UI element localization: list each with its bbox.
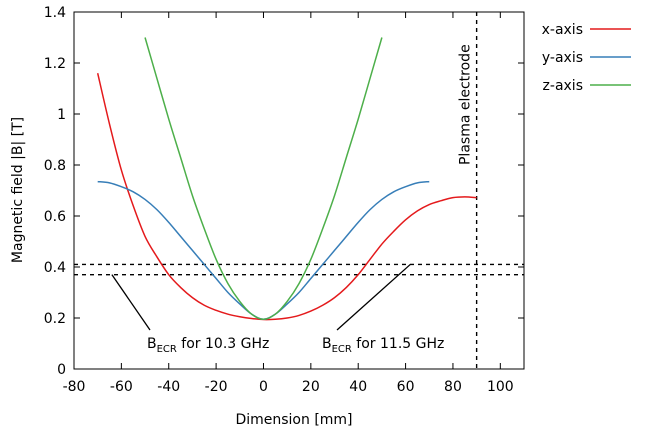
x-tick-label: -20 <box>205 379 228 395</box>
x-tick-label: -80 <box>63 379 86 395</box>
x-tick-label: 20 <box>302 379 320 395</box>
x-axis-title: Dimension [mm] <box>235 412 352 428</box>
becr-115-pointer <box>336 263 411 331</box>
annotations: BECR for 10.3 GHz BECR for 11.5 GHz Plasma… <box>111 44 474 355</box>
x-tick-label: 0 <box>259 379 268 395</box>
y-tick-label: 0.8 <box>44 158 66 174</box>
y-tick-label: 1.2 <box>44 56 66 72</box>
x-tick-label: 80 <box>444 379 462 395</box>
y-tick-label: 0 <box>57 362 66 378</box>
y-tick-label: 1.4 <box>44 5 66 21</box>
x-tick-label: -60 <box>110 379 133 395</box>
series-line-y-axis <box>97 180 430 321</box>
becr-103-pointer <box>111 274 151 331</box>
x-tick-label: 40 <box>349 379 367 395</box>
becr-115-label: BECR for 11.5 GHz <box>322 336 444 355</box>
x-tick-label: 60 <box>397 379 415 395</box>
legend-label-y-axis: y-axis <box>542 50 583 66</box>
series-line-z-axis <box>144 37 383 321</box>
legend: x-axis y-axis z-axis <box>542 22 631 94</box>
y-tick-label: 1 <box>57 107 66 123</box>
y-tick-label: 0.6 <box>44 209 66 225</box>
series-layer <box>96 37 477 321</box>
x-tick-label: -40 <box>157 379 180 395</box>
legend-label-x-axis: x-axis <box>542 22 583 38</box>
becr-103-label: BECR for 10.3 GHz <box>147 336 269 355</box>
axis-tick-labels: -80 -60 -40 -20 0 20 40 60 80 100 0 0.2 0.4 0.6 0.8 1 1.… <box>44 5 514 395</box>
y-tick-label: 0.4 <box>44 260 66 276</box>
plasma-electrode-label: Plasma electrode <box>458 44 474 165</box>
x-tick-label: 100 <box>487 379 514 395</box>
reference-lines <box>74 12 524 369</box>
plot-frame <box>73 11 525 370</box>
legend-label-z-axis: z-axis <box>543 78 583 94</box>
axis-ticks <box>73 11 524 370</box>
y-tick-label: 0.2 <box>44 311 66 327</box>
series-line-x-axis <box>96 73 477 321</box>
y-axis-title: Magnetic field |B| [T] <box>10 117 26 263</box>
